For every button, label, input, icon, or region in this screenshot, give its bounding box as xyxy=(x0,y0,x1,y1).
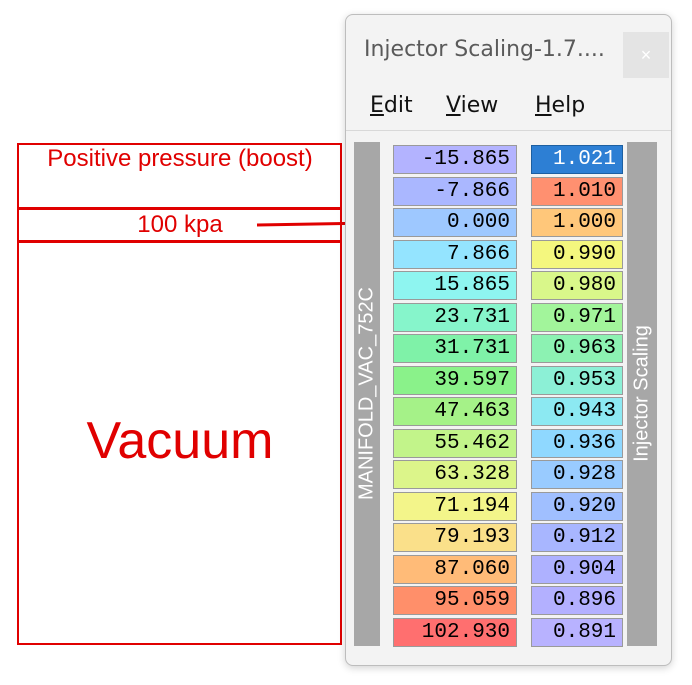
axis-cell[interactable]: 102.930 xyxy=(393,617,517,647)
value-cell[interactable]: 0.904 xyxy=(531,554,623,584)
window-title: Injector Scaling-1.7.... xyxy=(364,37,605,62)
vacuum-label: Vacuum xyxy=(86,412,274,470)
value-cell[interactable]: 0.928 xyxy=(531,460,623,489)
title-bar[interactable]: Injector Scaling-1.7.... × xyxy=(346,15,671,87)
menu-edit[interactable]: Edit xyxy=(370,93,413,118)
value-cell[interactable]: 1.010 xyxy=(531,176,623,206)
axis-cell[interactable]: 7.866 xyxy=(393,239,517,269)
axis-cell[interactable]: 87.060 xyxy=(393,554,517,584)
value-cell[interactable]: 0.912 xyxy=(531,523,623,552)
close-button[interactable]: × xyxy=(623,32,669,78)
axis-cell[interactable]: 0.000 xyxy=(393,208,517,237)
close-icon: × xyxy=(640,45,652,65)
axis-cell[interactable]: 71.194 xyxy=(393,491,517,521)
value-cell[interactable]: 0.943 xyxy=(531,397,623,426)
table-label: Injector Scaling xyxy=(630,325,653,462)
value-cell[interactable]: 0.990 xyxy=(531,239,623,269)
axis-label-bar: MANIFOLD_VAC_752C xyxy=(354,142,380,646)
value-cell[interactable]: 0.971 xyxy=(531,302,623,332)
injector-scaling-window: Injector Scaling-1.7.... × Edit View Hel… xyxy=(345,14,672,666)
axis-cell[interactable]: 23.731 xyxy=(393,302,517,332)
value-cell[interactable]: 0.980 xyxy=(531,271,623,300)
vacuum-region-box xyxy=(17,241,342,645)
menu-help[interactable]: Help xyxy=(535,93,585,118)
menu-view[interactable]: View xyxy=(446,93,498,118)
menu-bar: Edit View Help xyxy=(346,89,671,129)
axis-cell[interactable]: 63.328 xyxy=(393,460,517,489)
value-cell[interactable]: 0.963 xyxy=(531,334,623,363)
menu-divider xyxy=(346,130,671,131)
menu-view-label: View xyxy=(446,93,499,118)
axis-cell[interactable]: 31.731 xyxy=(393,334,517,363)
axis-cell[interactable]: 79.193 xyxy=(393,523,517,552)
menu-edit-label: Edit xyxy=(370,93,413,118)
axis-cell[interactable]: -15.865 xyxy=(393,145,517,174)
axis-cell[interactable]: 15.865 xyxy=(393,271,517,300)
value-cell[interactable]: 0.953 xyxy=(531,365,623,395)
value-cell[interactable]: 1.021 xyxy=(531,145,623,174)
axis-label: MANIFOLD_VAC_752C xyxy=(355,286,378,501)
value-cell[interactable]: 1.000 xyxy=(531,208,623,237)
table-label-bar: Injector Scaling xyxy=(627,142,657,646)
value-cell[interactable]: 0.920 xyxy=(531,491,623,521)
axis-column: -15.865 -7.866 0.000 7.866 15.865 23.731 31.73… xyxy=(393,145,517,649)
kpa-label: 100 kpa xyxy=(137,211,223,238)
menu-help-label: Help xyxy=(535,93,586,118)
value-cell[interactable]: 0.891 xyxy=(531,617,623,647)
axis-cell[interactable]: 55.462 xyxy=(393,428,517,458)
boost-label: Positive pressure (boost) xyxy=(47,145,313,172)
axis-cell[interactable]: 47.463 xyxy=(393,397,517,426)
value-column: 1.021 1.010 1.000 0.990 0.980 0.971 0.963 0.953… xyxy=(531,145,623,649)
axis-cell[interactable]: 95.059 xyxy=(393,586,517,615)
value-cell[interactable]: 0.936 xyxy=(531,428,623,458)
axis-cell[interactable]: -7.866 xyxy=(393,176,517,206)
value-cell[interactable]: 0.896 xyxy=(531,586,623,615)
axis-cell[interactable]: 39.597 xyxy=(393,365,517,395)
